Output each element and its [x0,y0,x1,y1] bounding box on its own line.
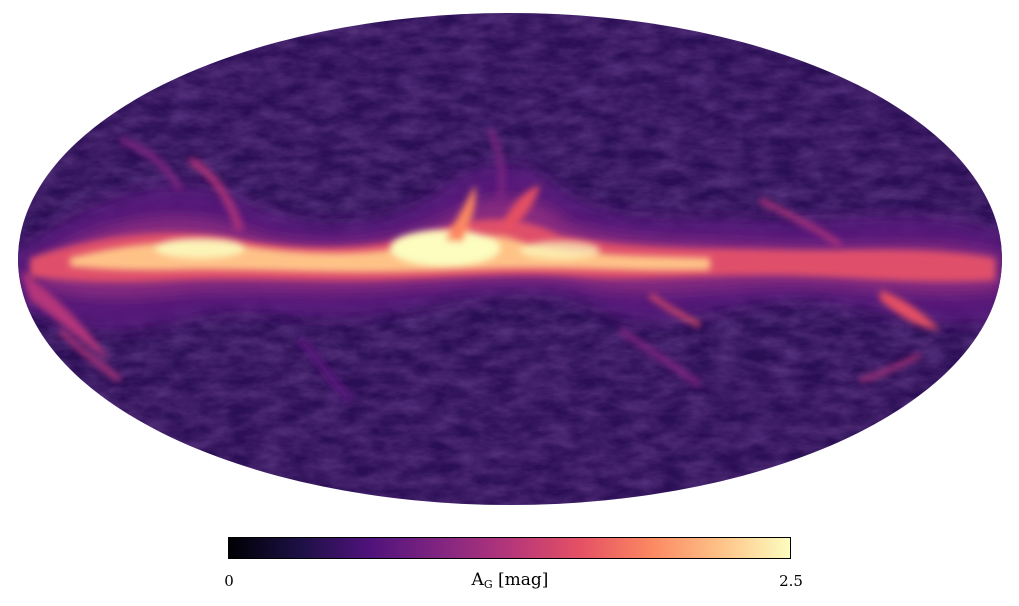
colorbar-label-symbol: A [471,570,484,590]
colorbar-label-subscript: G [483,578,493,591]
all-sky-extinction-map [18,13,1002,505]
galactic-plane-core [70,185,710,273]
dust-filaments [57,128,922,403]
colorbar-label-unit: [mag] [498,570,549,590]
colorbar [228,537,791,559]
colorbar-min-label: 0 [224,572,234,590]
colorbar-label: AG [mag] [472,570,549,591]
colorbar-max-label: 2.5 [779,572,803,590]
